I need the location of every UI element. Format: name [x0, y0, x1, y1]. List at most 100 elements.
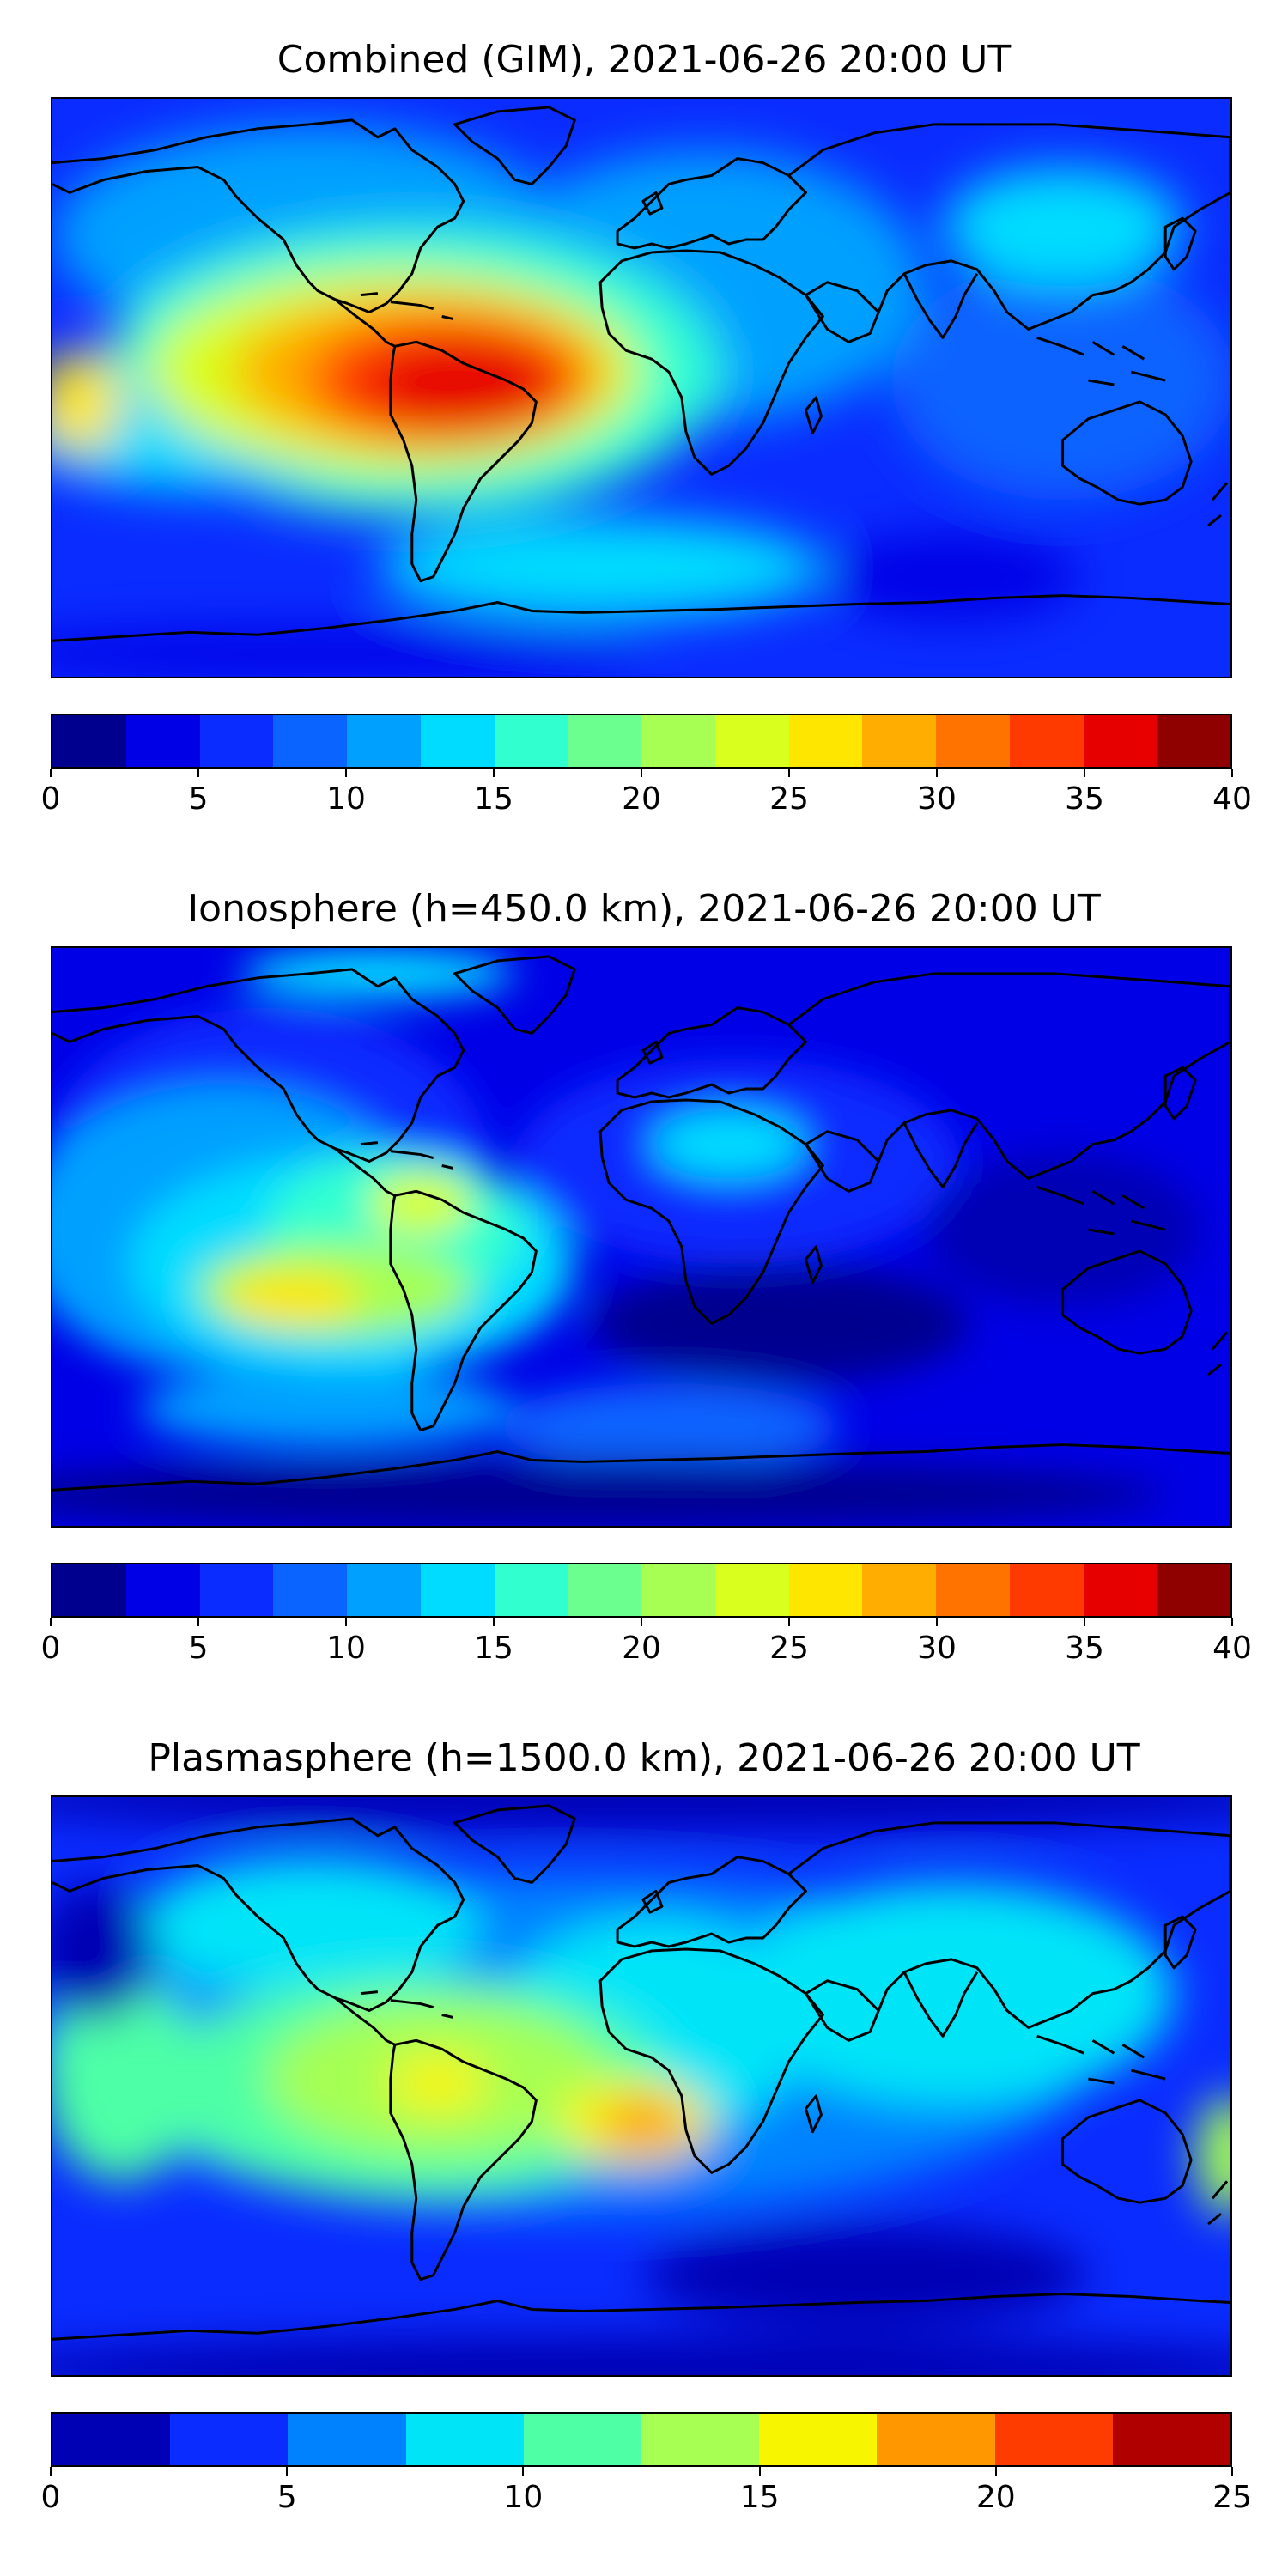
- colorbar-segment: [788, 1564, 863, 1616]
- colorbar-segment: [170, 2414, 289, 2465]
- tick-label: 35: [1065, 781, 1104, 817]
- tick-mark: [936, 769, 938, 777]
- tick-mark: [936, 1618, 938, 1626]
- colorbar-segment: [759, 2414, 878, 2465]
- colorbar-segment: [347, 715, 421, 767]
- tick-label: 20: [975, 2480, 1016, 2515]
- tick-mark: [788, 769, 790, 777]
- colorbar-combined: [51, 714, 1232, 769]
- tick-label: 35: [1065, 1631, 1104, 1666]
- tick-label: 25: [769, 781, 809, 817]
- panel-title-ionosphere: Ionosphere (h=450.0 km), 2021-06-26 20:0…: [187, 887, 1101, 931]
- colorbar-segment: [405, 2414, 524, 2465]
- tick-label: 40: [1212, 1631, 1252, 1666]
- colorbar-segment: [1157, 1564, 1230, 1616]
- colorbar-segment: [420, 715, 495, 767]
- colorbar-segment: [199, 715, 274, 767]
- tick-label: 5: [188, 781, 209, 817]
- colorbar-segment: [273, 715, 347, 767]
- colorbar-segment: [862, 715, 936, 767]
- tec-map-combined: [51, 97, 1232, 678]
- colorbar-segment: [52, 1564, 126, 1616]
- colorbar-segment: [714, 715, 789, 767]
- colorbar-plasmasphere: [51, 2412, 1232, 2467]
- tick-label: 30: [917, 1631, 957, 1666]
- colorbar-segment: [1157, 715, 1230, 767]
- tick-label: 15: [739, 2480, 780, 2515]
- colorbar-segment: [714, 1564, 789, 1616]
- colorbar-segment: [862, 1564, 936, 1616]
- colorbar-segment: [1009, 715, 1084, 767]
- colorbar-segment: [523, 2414, 642, 2465]
- colorbar-ionosphere: [51, 1563, 1232, 1618]
- tick-label: 25: [1212, 2480, 1252, 2515]
- tick-mark: [493, 769, 495, 777]
- tick-label: 20: [622, 781, 661, 817]
- tick-label: 5: [276, 2480, 297, 2515]
- tick-mark: [641, 1618, 642, 1626]
- tick-mark: [1084, 1618, 1085, 1626]
- tick-mark: [994, 2467, 997, 2476]
- colorbar-segment: [288, 2414, 406, 2465]
- colorbar-segment: [347, 1564, 421, 1616]
- colorbar-segment: [641, 2414, 760, 2465]
- colorbar-segment: [52, 715, 126, 767]
- tick-label: 5: [188, 1631, 209, 1666]
- colorbar-segment: [641, 715, 715, 767]
- tick-label: 0: [40, 781, 61, 817]
- tec-map-ionosphere: [51, 946, 1232, 1528]
- tick-mark: [345, 769, 347, 777]
- tick-mark: [197, 769, 199, 777]
- tick-mark: [641, 769, 642, 777]
- tick-label: 10: [326, 1631, 366, 1666]
- tick-mark: [1231, 2467, 1233, 2476]
- colorbar-segment: [877, 2414, 995, 2465]
- colorbar-segment: [568, 715, 641, 767]
- colorbar-segment: [1112, 2414, 1231, 2465]
- tick-label: 15: [474, 1631, 513, 1666]
- tick-label: 0: [40, 2480, 61, 2515]
- colorbar-segment: [199, 1564, 274, 1616]
- tick-label: 10: [503, 2480, 544, 2515]
- tick-label: 15: [474, 781, 513, 817]
- tick-mark: [522, 2467, 525, 2476]
- tick-mark: [1084, 769, 1085, 777]
- colorbar-ticks-ionosphere: 0 5 10 15 20 25 30 35 40: [41, 1618, 1252, 1669]
- colorbar-segment: [494, 1564, 568, 1616]
- tick-mark: [345, 1618, 347, 1626]
- colorbar-segment: [936, 715, 1010, 767]
- panel-title-combined: Combined (GIM), 2021-06-26 20:00 UT: [276, 38, 1012, 82]
- tick-mark: [197, 1618, 199, 1626]
- tick-mark: [493, 1618, 495, 1626]
- colorbar-segment: [125, 1564, 200, 1616]
- colorbar-ticks-combined: 0 5 10 15 20 25 30 35 40: [41, 769, 1252, 820]
- colorbar-segment: [936, 1564, 1010, 1616]
- tick-mark: [758, 2467, 761, 2476]
- colorbar-segment: [641, 1564, 715, 1616]
- tick-label: 0: [40, 1631, 61, 1666]
- colorbar-segment: [125, 715, 200, 767]
- colorbar-ticks-plasmasphere: 0 5 10 15 20 25: [41, 2467, 1252, 2518]
- colorbar-segment: [568, 1564, 641, 1616]
- tick-label: 40: [1212, 781, 1252, 817]
- tick-mark: [788, 1618, 790, 1626]
- tick-label: 10: [326, 781, 366, 817]
- tec-map-plasmasphere: [51, 1795, 1232, 2377]
- tick-mark: [50, 2467, 52, 2476]
- colorbar-segment: [420, 1564, 495, 1616]
- tick-label: 20: [622, 1631, 661, 1666]
- colorbar-segment: [1083, 1564, 1157, 1616]
- colorbar-segment: [1009, 1564, 1084, 1616]
- colorbar-segment: [994, 2414, 1113, 2465]
- tick-label: 30: [917, 781, 957, 817]
- tick-label: 25: [769, 1631, 809, 1666]
- colorbar-segment: [52, 2414, 171, 2465]
- colorbar-segment: [494, 715, 568, 767]
- colorbar-segment: [273, 1564, 347, 1616]
- panel-title-plasmasphere: Plasmasphere (h=1500.0 km), 2021-06-26 2…: [148, 1736, 1140, 1780]
- tick-mark: [1231, 769, 1233, 777]
- tick-mark: [50, 769, 52, 777]
- tick-mark: [50, 1618, 52, 1626]
- colorbar-segment: [788, 715, 863, 767]
- tick-mark: [286, 2467, 289, 2476]
